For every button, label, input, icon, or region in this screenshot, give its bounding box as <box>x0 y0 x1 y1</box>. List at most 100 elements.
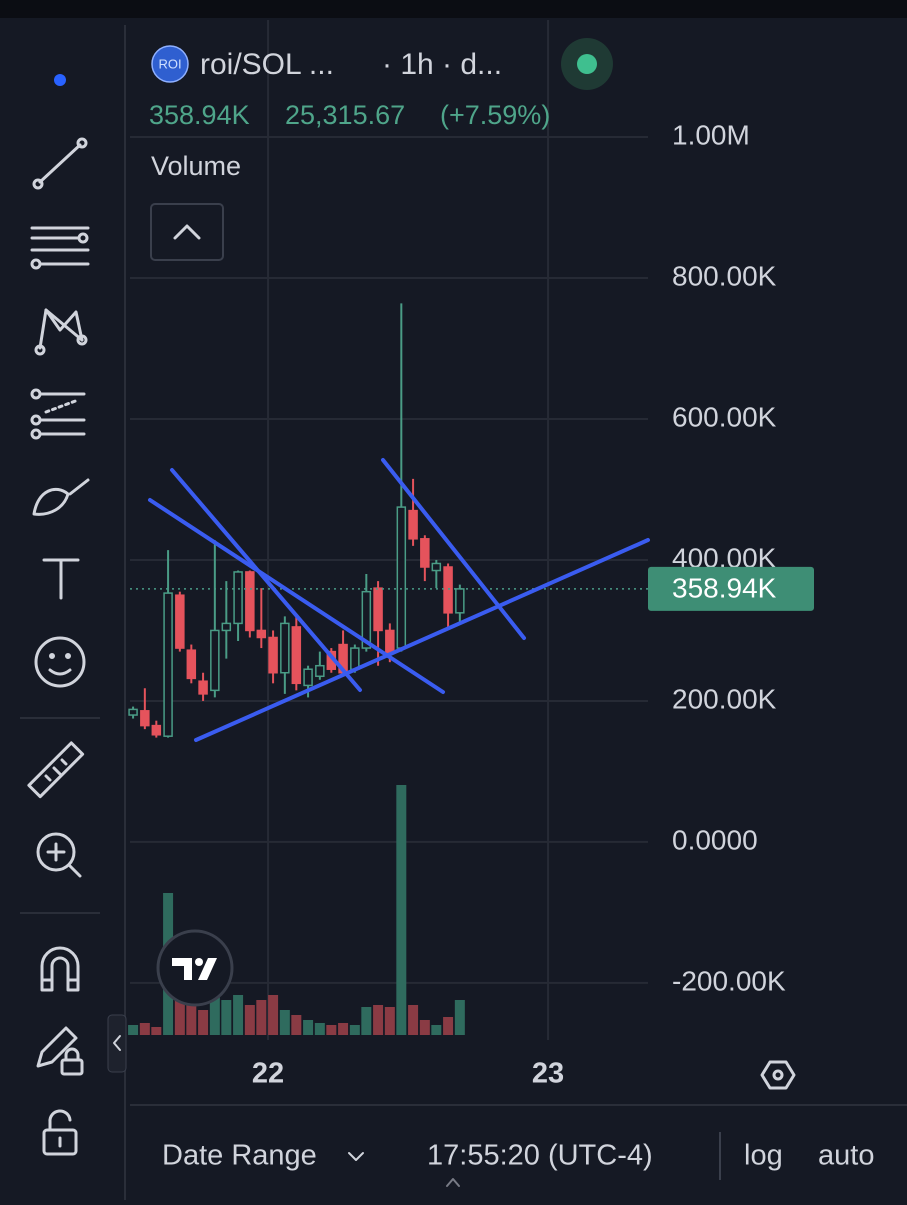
emoji-tool[interactable] <box>34 636 86 688</box>
volume-bar <box>233 995 244 1035</box>
auto-toggle[interactable]: auto <box>818 1140 874 1172</box>
volume-bar <box>384 1007 395 1035</box>
clock: 17:55:20 (UTC-4) <box>427 1140 653 1172</box>
x-tick-label: 22 <box>252 1058 284 1090</box>
candle-body <box>361 590 372 649</box>
toolbar <box>20 74 100 1156</box>
volume-bar <box>373 1005 384 1035</box>
trend-lines <box>148 458 650 742</box>
volume-bar <box>314 1023 325 1035</box>
zoom-tool[interactable] <box>36 832 82 878</box>
candle-body <box>163 592 173 737</box>
candle-body <box>303 668 313 687</box>
change-percent: (+7.59%) <box>440 100 550 130</box>
volume-bar <box>174 1000 185 1035</box>
change: 25,315.67 <box>285 100 405 130</box>
candle-body <box>210 629 220 692</box>
y-tick-label: 600.00K <box>672 401 777 432</box>
fib-tool[interactable] <box>30 226 90 270</box>
last-value: 358.94K <box>149 100 250 130</box>
volume-bar <box>198 1010 209 1035</box>
lock-drawings-tool[interactable] <box>36 1026 84 1076</box>
candle-body <box>315 664 325 678</box>
text-tool[interactable] <box>42 558 80 600</box>
trend-line <box>170 468 362 692</box>
candle-body <box>198 680 208 695</box>
unlock-tool[interactable] <box>42 1109 78 1156</box>
candle-body <box>233 571 243 625</box>
symbol-logo[interactable] <box>151 45 189 83</box>
volume-bar <box>454 1000 465 1035</box>
pattern-tool[interactable] <box>34 308 88 356</box>
volume-bar <box>279 1010 290 1035</box>
log-toggle[interactable]: log <box>744 1140 783 1172</box>
candle-body <box>140 710 150 727</box>
volume-bar <box>139 1023 150 1035</box>
y-tick-label: 800.00K <box>672 260 777 291</box>
ruler-tool[interactable] <box>27 741 85 799</box>
candle-body <box>186 649 197 680</box>
symbol[interactable]: roi/SOL ... <box>200 48 334 81</box>
candle-body <box>350 647 360 670</box>
grid-and-marks <box>128 20 648 1040</box>
candle-body <box>245 571 255 632</box>
candle-body <box>268 636 278 674</box>
x-tick-label: 23 <box>532 1058 564 1090</box>
volume-bar <box>186 1005 197 1035</box>
candle-body <box>151 724 162 736</box>
status-strip <box>0 0 907 18</box>
trend-line <box>148 498 445 694</box>
trend-line-tool[interactable] <box>32 137 88 190</box>
candle-body <box>291 626 302 685</box>
volume-bar <box>396 785 407 1035</box>
volume-bar <box>128 1025 139 1035</box>
status-dot <box>577 54 597 74</box>
tv-logo-dot <box>195 958 203 966</box>
volume-bar <box>419 1020 430 1035</box>
trend-line <box>381 458 526 640</box>
chevron-up <box>173 224 201 240</box>
volume-bar <box>268 995 279 1035</box>
candle-body <box>175 594 185 649</box>
volume-bar <box>291 1015 302 1035</box>
settings-button[interactable] <box>760 1060 796 1090</box>
settings-dot <box>772 1069 784 1081</box>
collapse-button[interactable] <box>150 203 224 261</box>
volume-bar <box>431 1025 442 1035</box>
volume-bar <box>361 1007 372 1035</box>
last-price-label: 358.94K <box>672 572 777 603</box>
volume-bar <box>256 1000 267 1035</box>
candle-body <box>373 587 383 632</box>
y-tick-label: 1.00M <box>672 119 750 150</box>
y-tick-label: 200.00K <box>672 683 777 714</box>
tv-logo[interactable] <box>156 929 234 1007</box>
volume-bar <box>221 1000 232 1035</box>
candle-body <box>221 622 232 632</box>
last-price-tag <box>648 566 814 611</box>
volume-legend: Volume <box>151 151 241 181</box>
date-range-chevron <box>348 1152 364 1161</box>
candle-body <box>443 566 453 614</box>
forecast-tool[interactable] <box>30 388 86 440</box>
magnet-tool[interactable] <box>40 946 80 992</box>
volume-bar <box>349 1025 360 1035</box>
collapse-toolbar[interactable] <box>107 1014 127 1073</box>
volume-bar <box>244 1005 255 1035</box>
candle-body <box>408 509 418 540</box>
candle-body <box>455 588 465 614</box>
scroll-arrow <box>446 1178 460 1187</box>
brush-tool[interactable] <box>32 478 90 516</box>
y-tick-label: 0.0000 <box>672 824 758 855</box>
volume-bar <box>151 1027 162 1035</box>
active-indicator <box>54 74 66 86</box>
candle-body <box>420 538 430 568</box>
volume-bar <box>443 1017 454 1035</box>
candle-body <box>385 629 395 654</box>
trend-line <box>194 538 650 742</box>
volume-bar <box>338 1023 349 1035</box>
candle-body <box>256 629 267 639</box>
date-range[interactable]: Date Range <box>162 1140 317 1172</box>
interval[interactable]: · 1h · d... <box>382 48 502 81</box>
volume-bar <box>303 1020 314 1035</box>
